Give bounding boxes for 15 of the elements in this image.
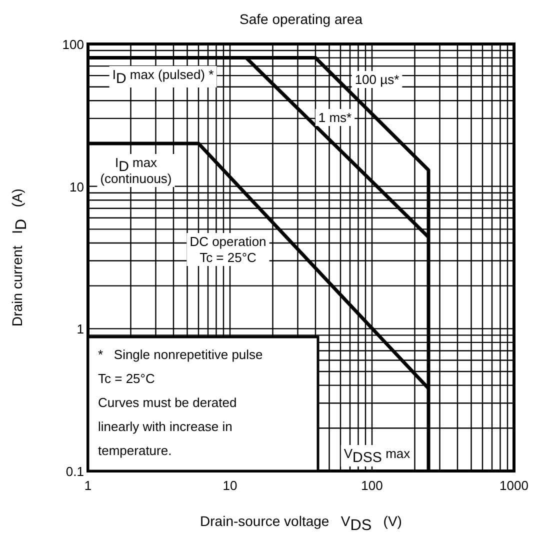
annotation: DC operation Tc = 25°C	[190, 234, 266, 265]
y-tick-label: 0.1	[66, 464, 84, 479]
chart-title: Safe operating area	[240, 11, 363, 27]
y-tick-label: 1	[76, 322, 84, 337]
x-tick-label: 100	[361, 478, 383, 493]
annotation: 1 ms*	[318, 110, 352, 125]
x-tick-label: 1000	[500, 478, 528, 493]
annotation: Curves must be derated linearly with increase in temperature.	[98, 395, 237, 458]
x-tick-label: 10	[222, 478, 238, 493]
y-tick-label: 100	[62, 37, 84, 52]
annotation: Tc = 25°C	[98, 371, 155, 386]
annotation: 100 µs*	[354, 72, 400, 87]
annotation: * Single nonrepetitive pulse	[98, 347, 263, 362]
note-box: * Single nonrepetitive pulse Tc = 25°C Curves must be derated linearly with increase in temperature.	[86, 336, 320, 472]
y-tick-label: 10	[70, 179, 84, 194]
